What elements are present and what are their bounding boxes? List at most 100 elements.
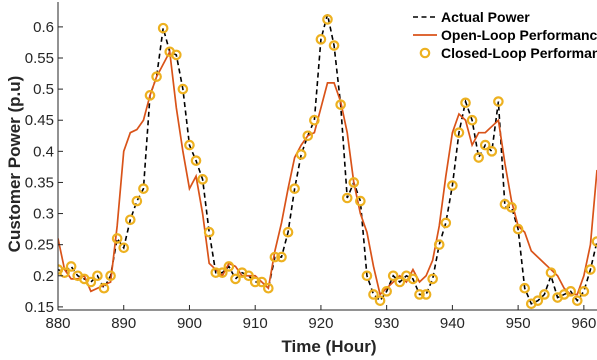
y-tick-label: 0.55 (25, 50, 54, 67)
legend-label: Actual Power (441, 9, 530, 25)
closed-loop-marker (197, 174, 208, 185)
closed-loop-marker (289, 183, 300, 194)
closed-loop-marker (295, 149, 307, 160)
closed-loop-marker (210, 267, 222, 278)
closed-loop-marker (118, 242, 130, 254)
y-axis-title: Customer Power (p.u) (5, 76, 24, 253)
series-open-loop-line (58, 48, 597, 297)
closed-loop-marker (243, 270, 254, 282)
y-tick-label: 0.6 (33, 19, 54, 36)
closed-loop-marker (203, 226, 215, 238)
y-tick-label: 0.45 (25, 112, 54, 129)
closed-loop-marker (322, 14, 333, 25)
closed-loop-marker (105, 270, 116, 282)
closed-loop-marker (506, 202, 517, 213)
axes (57, 2, 597, 311)
closed-loop-marker (407, 273, 419, 285)
closed-loop-marker (493, 96, 504, 107)
x-tick-label: 940 (440, 315, 465, 332)
legend: Actual Power Open-Loop Performance Closed-… (406, 5, 597, 65)
legend-swatch-closed-loop (419, 47, 431, 59)
closed-loop-marker (309, 114, 320, 126)
closed-loop-marker (217, 267, 228, 278)
closed-loop-marker (565, 286, 577, 297)
closed-loop-marker (249, 276, 261, 288)
closed-loop-marker (519, 282, 530, 294)
closed-loop-marker (374, 295, 386, 306)
y-tick-label: 0.3 (33, 206, 54, 223)
y-tick-label: 0.4 (33, 143, 54, 160)
x-tick-label: 910 (243, 315, 268, 332)
closed-loop-marker (256, 276, 268, 288)
y-tick-label: 0.5 (33, 81, 54, 98)
y-tick-label: 0.25 (25, 237, 54, 254)
closed-loop-marker (341, 192, 353, 204)
closed-loop-marker (144, 90, 156, 101)
closed-loop-marker (263, 282, 274, 294)
closed-loop-marker (98, 282, 110, 294)
closed-loop-marker (368, 289, 379, 300)
closed-loop-marker (387, 270, 399, 282)
x-tick-label: 920 (308, 315, 333, 332)
closed-loop-marker (361, 270, 373, 282)
closed-loop-marker (585, 264, 596, 275)
closed-loop-marker (315, 34, 327, 45)
closed-loop-marker (433, 239, 445, 250)
closed-loop-marker (151, 71, 162, 82)
closed-loop-marker (453, 127, 465, 138)
x-tick-label: 880 (45, 315, 70, 332)
closed-loop-marker (460, 97, 471, 109)
y-tick-label: 0.35 (25, 174, 54, 191)
plot-area (58, 14, 597, 310)
closed-loop-marker (440, 217, 452, 229)
closed-loop-marker (65, 261, 77, 272)
closed-loop-marker (427, 273, 438, 285)
x-tick-label: 930 (374, 315, 399, 332)
closed-loop-marker (420, 289, 432, 300)
closed-loop-marker (157, 22, 169, 34)
y-tick-label: 0.15 (25, 299, 54, 316)
closed-loop-marker (545, 267, 557, 278)
x-tick-label: 900 (177, 315, 202, 332)
closed-loop-marker (355, 195, 366, 207)
closed-loop-marker (230, 273, 241, 285)
closed-loop-marker (473, 152, 484, 163)
closed-loop-marker (302, 130, 314, 142)
closed-loop-marker (59, 267, 70, 278)
closed-loop-marker (466, 114, 478, 126)
closed-loop-marker (539, 289, 550, 300)
closed-loop-marker (414, 289, 425, 300)
closed-loop-marker (282, 226, 294, 238)
y-tick-label: 0.2 (33, 268, 54, 285)
closed-loop-marker (131, 195, 143, 207)
closed-loop-marker (276, 251, 287, 263)
closed-loop-marker (171, 49, 182, 61)
closed-loop-marker (111, 233, 123, 244)
closed-loop-marker (328, 40, 340, 51)
x-tick-label: 960 (571, 315, 596, 332)
closed-loop-marker (269, 251, 281, 263)
x-axis-title: Time (Hour) (281, 337, 376, 356)
tick-labels: 880 890 900 910 920 930 940 950 960 0.15 0.2 0.25 0.… (25, 19, 597, 332)
closed-loop-marker (335, 99, 346, 110)
closed-loop-marker (578, 286, 590, 297)
closed-loop-marker (85, 276, 97, 288)
closed-loop-marker (184, 139, 195, 151)
closed-loop-marker (190, 155, 202, 166)
closed-loop-marker (486, 146, 498, 157)
legend-label: Closed-Loop Performance (441, 45, 597, 61)
closed-loop-marker (532, 295, 544, 306)
closed-loop-marker (138, 183, 149, 194)
x-tick-label: 950 (506, 315, 531, 332)
closed-loop-marker (571, 295, 583, 306)
x-tick-label: 890 (111, 315, 136, 332)
closed-loop-marker (92, 270, 103, 282)
closed-loop-marker (381, 286, 392, 297)
closed-loop-marker (125, 214, 136, 226)
closed-loop-marker (512, 223, 524, 235)
closed-loop-marker (348, 177, 360, 188)
closed-loop-marker (394, 276, 406, 288)
legend-box (406, 5, 595, 65)
closed-loop-marker (223, 261, 235, 272)
